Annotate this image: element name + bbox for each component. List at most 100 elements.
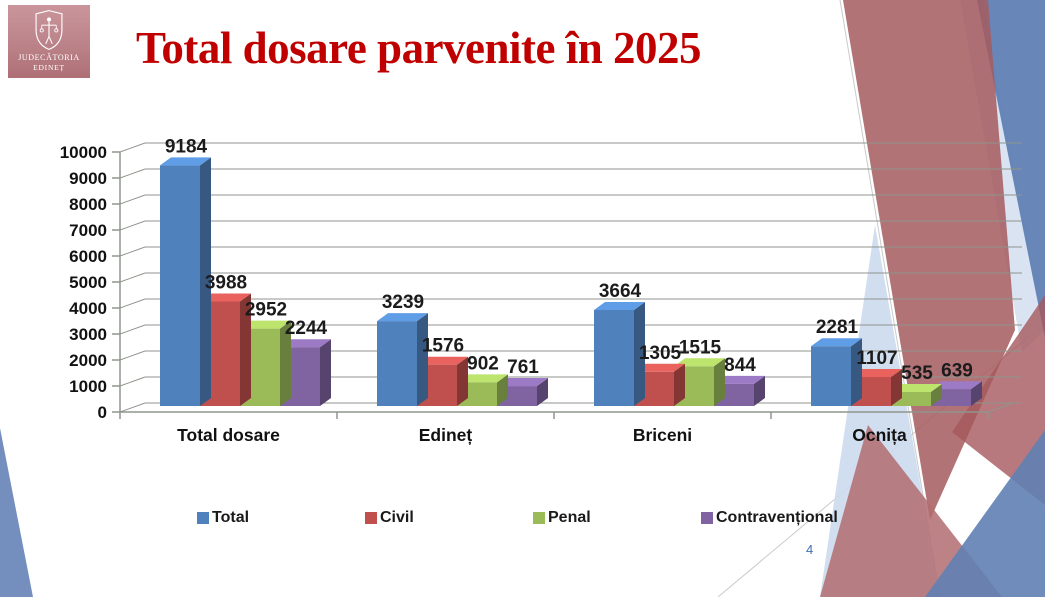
y-tick-label: 4000 [69, 299, 107, 318]
bar-side-Contravențional [537, 378, 548, 406]
legend-label: Total [212, 509, 250, 526]
gridline-depth [119, 402, 146, 413]
y-tick-label: 7000 [69, 221, 107, 240]
gridline-depth [119, 194, 146, 205]
bar-side-Contravențional [971, 381, 982, 406]
bar-top-Contravențional [714, 375, 765, 384]
bar-top-Civil [634, 363, 685, 372]
y-tick-label: 9000 [69, 169, 107, 188]
y-tick-label: 1000 [69, 377, 107, 396]
page-number: 4 [806, 542, 814, 557]
bar-top-Total [160, 157, 211, 166]
value-label: 902 [467, 353, 499, 374]
bar-top-Contravențional [280, 339, 331, 348]
bar-top-Total [377, 313, 428, 322]
bar-top-Total [594, 302, 645, 311]
chart-legend: Total Civil Penal Contravențional [0, 509, 1045, 535]
bar-side-Civil [891, 368, 902, 406]
y-tick-label: 3000 [69, 325, 107, 344]
bar-Total-Briceni [594, 310, 634, 406]
legend-item-Civil: Civil [365, 509, 414, 527]
logo-crest-icon [35, 10, 63, 50]
bar-Total-Ocnița [811, 346, 851, 406]
legend-label: Contravențional [716, 509, 838, 526]
value-label: 2281 [816, 317, 859, 338]
bar-top-Civil [200, 293, 251, 302]
bar-side-Contravențional [320, 339, 331, 406]
value-label: 3664 [599, 281, 642, 302]
legend-label: Civil [380, 509, 414, 526]
value-label: 844 [724, 355, 756, 376]
gridline-depth [119, 246, 146, 257]
bar-side-Contravențional [754, 375, 765, 406]
legend-swatch-icon [197, 512, 209, 524]
bar-side-Total [851, 338, 862, 406]
court-logo: JUDECĂTORIA EDINEȚ [8, 5, 90, 78]
legend-swatch-icon [533, 512, 545, 524]
value-label: 1576 [422, 336, 464, 357]
value-label: 1515 [679, 337, 722, 358]
bar-top-Civil [417, 356, 468, 365]
bar-top-Penal [240, 320, 291, 329]
gridline-depth [119, 324, 146, 335]
legend-item-Penal: Penal [533, 509, 591, 527]
bar-top-Civil [851, 368, 902, 377]
value-label: 761 [507, 357, 539, 378]
slide-title: Total dosare parvenite în 2025 [136, 23, 702, 73]
value-label: 1305 [639, 343, 682, 364]
legend-item-Total: Total [197, 509, 249, 527]
category-label: Briceni [633, 425, 692, 445]
bar-side-Total [417, 313, 428, 406]
legend-swatch-icon [365, 512, 377, 524]
gridline-depth [119, 376, 146, 387]
bar-top-Contravențional [931, 381, 982, 390]
gridline-depth [119, 142, 146, 153]
bar-top-Penal [457, 374, 508, 383]
legend-swatch-icon [701, 512, 713, 524]
bar-Total-Total dosare [160, 165, 200, 406]
category-label: Ocnița [852, 425, 907, 445]
category-label: Total dosare [177, 425, 280, 445]
y-tick-label: 5000 [69, 273, 107, 292]
y-tick-label: 10000 [60, 143, 107, 162]
bar-top-Contravențional [497, 378, 548, 387]
bar-side-Total [200, 157, 211, 406]
bar-Total-Edineț [377, 321, 417, 406]
bar-side-Penal [714, 358, 725, 406]
value-label: 2952 [245, 300, 287, 321]
value-label: 1107 [856, 348, 897, 369]
gridline-depth [119, 168, 146, 179]
bar-side-Total [634, 302, 645, 406]
floor-edge [987, 402, 1014, 413]
bar-top-Total [811, 338, 862, 347]
bar-side-Penal [280, 320, 291, 406]
bar-top-Penal [674, 358, 725, 367]
value-label: 639 [941, 360, 973, 381]
bar-side-Penal [931, 383, 942, 406]
value-label: 3239 [382, 292, 424, 313]
logo-text-line2: EDINEȚ [33, 63, 65, 72]
legend-item-Contravențional: Contravențional [701, 509, 838, 527]
gridline-depth [119, 350, 146, 361]
bar-side-Civil [674, 363, 685, 406]
value-label: 535 [901, 363, 933, 384]
value-label: 3988 [205, 273, 247, 294]
gridline-depth [119, 298, 146, 309]
gridline-depth [119, 272, 146, 283]
value-label: 9184 [165, 136, 208, 157]
y-tick-label: 0 [98, 403, 107, 422]
value-label: 2244 [285, 318, 328, 339]
bar-side-Penal [497, 374, 508, 406]
category-label: Edineț [419, 425, 473, 445]
y-tick-label: 8000 [69, 195, 107, 214]
y-tick-label: 6000 [69, 247, 107, 266]
bar-top-Penal [891, 383, 942, 392]
gridline-depth [119, 220, 146, 231]
y-tick-label: 2000 [69, 351, 107, 370]
bar-side-Civil [240, 293, 251, 406]
legend-label: Penal [548, 509, 591, 526]
logo-text-line1: JUDECĂTORIA [18, 53, 80, 62]
bar-side-Civil [457, 356, 468, 406]
